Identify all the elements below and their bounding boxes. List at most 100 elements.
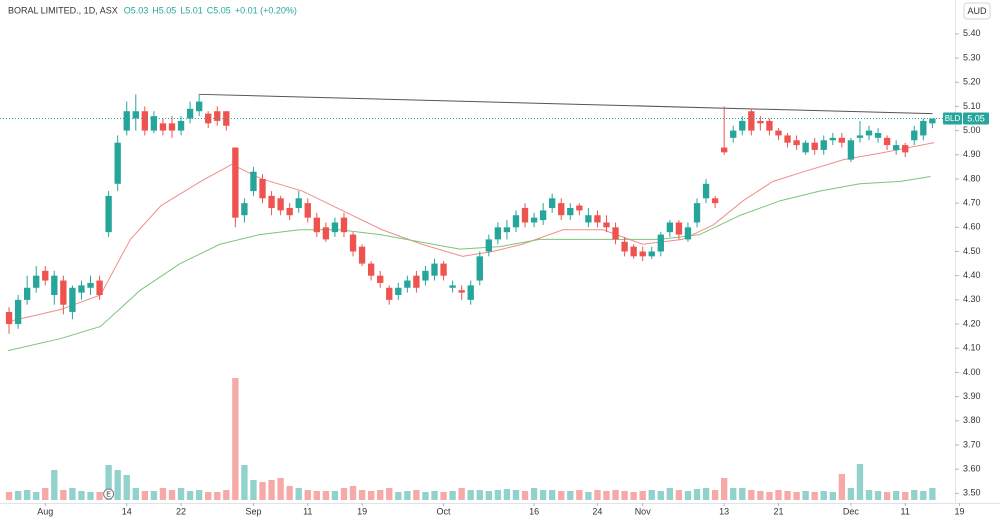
volume-bar — [675, 490, 683, 500]
candle-body — [820, 140, 827, 150]
y-tick-label: 4.70 — [963, 198, 981, 208]
volume-bar — [892, 491, 900, 500]
y-tick-label: 5.40 — [963, 28, 981, 38]
candle-body — [621, 241, 628, 252]
volume-bar — [168, 490, 176, 500]
candle-body — [874, 133, 882, 138]
volume-bar — [395, 492, 402, 500]
volume-bar — [648, 490, 655, 500]
volume-bar — [367, 491, 375, 500]
volume-bar — [141, 491, 149, 500]
x-tick-label: 19 — [357, 506, 367, 516]
volume-bar — [413, 490, 420, 500]
y-tick-label: 3.60 — [963, 464, 981, 474]
candle-body — [386, 287, 393, 300]
candle-body — [757, 120, 764, 124]
volume-bar — [60, 490, 67, 500]
candle-body — [811, 142, 818, 150]
ohlc-value: L5.01 — [180, 5, 203, 15]
y-tick-label: 4.20 — [963, 318, 981, 328]
volume-bar — [42, 488, 49, 500]
volume-bar — [576, 490, 583, 500]
x-tick-label: 24 — [592, 506, 602, 516]
volume-bar — [458, 488, 465, 500]
x-tick-label: Nov — [635, 506, 652, 516]
volume-bar — [503, 489, 511, 500]
candle-body — [96, 280, 103, 296]
candle-body — [458, 290, 465, 293]
volume-bar — [847, 488, 855, 500]
candle-body — [911, 130, 918, 141]
volume-bar — [205, 492, 212, 500]
x-tick-label: 14 — [122, 506, 132, 516]
volume-bar — [621, 491, 628, 500]
volume-bar — [69, 488, 76, 500]
candle-body — [105, 195, 112, 233]
volume-bar — [123, 475, 130, 500]
candle-body — [78, 285, 85, 293]
volume-bar — [793, 492, 800, 500]
y-tick-label: 5.20 — [963, 77, 981, 87]
candle-body — [711, 198, 719, 204]
volume-bar — [214, 492, 221, 500]
candle-body — [422, 270, 429, 281]
volume-bar — [639, 491, 646, 500]
volume-bar — [920, 491, 927, 500]
candle-body — [114, 142, 121, 184]
volume-bar — [277, 478, 284, 500]
candle-body — [440, 263, 447, 276]
volume-bar — [929, 488, 936, 500]
candle-body — [693, 203, 701, 223]
candle-body — [883, 137, 891, 146]
volume-bar — [657, 491, 664, 500]
y-tick-label: 3.70 — [963, 439, 981, 449]
candle-body — [304, 203, 311, 218]
ohlc-value: +0.01 (+0.20%) — [235, 5, 297, 15]
candle-body — [223, 111, 230, 126]
candle-body — [286, 207, 293, 216]
volume-bar — [902, 492, 909, 500]
volume-bar — [96, 492, 103, 500]
candle-body — [42, 270, 49, 281]
candle-body — [603, 222, 610, 228]
volume-bar — [711, 490, 719, 500]
volume-bar — [431, 491, 438, 500]
candle-body — [630, 246, 637, 257]
volume-bar — [721, 478, 728, 500]
x-tick-label: 13 — [719, 506, 729, 516]
volume-bar — [5, 492, 13, 500]
candle-body — [214, 111, 221, 121]
candle-body — [657, 234, 664, 252]
candle-body — [331, 222, 339, 233]
candle-body — [730, 130, 737, 138]
candle-body — [205, 113, 212, 124]
volume-bar — [440, 492, 447, 500]
candle-body — [87, 282, 94, 288]
candle-body — [159, 123, 167, 131]
volume-bar — [467, 490, 474, 500]
candle-body — [829, 137, 836, 141]
candle-body — [929, 118, 936, 124]
y-tick-label: 5.00 — [963, 125, 981, 135]
candle-body — [259, 178, 266, 199]
volume-bar — [558, 491, 565, 500]
volume-bar — [159, 488, 167, 500]
candle-body — [585, 215, 592, 223]
volume-bar — [422, 492, 429, 500]
candle-body — [684, 227, 692, 240]
volume-bar — [666, 488, 674, 500]
x-tick-label: Aug — [37, 506, 53, 516]
candle-body — [476, 256, 483, 281]
chart-title: BORAL LIMITED., 1D, ASX — [8, 5, 118, 15]
candle-body — [241, 203, 248, 216]
candle-body — [856, 135, 864, 138]
volume-bar — [539, 490, 547, 500]
moving-average — [8, 176, 931, 352]
candle-body — [702, 183, 710, 199]
volume-bar — [358, 490, 366, 500]
candle-body — [865, 130, 873, 136]
x-tick-label: 11 — [303, 506, 312, 516]
candle-body — [358, 246, 366, 264]
y-tick-label: 4.40 — [963, 270, 981, 280]
currency-box[interactable] — [963, 2, 991, 20]
